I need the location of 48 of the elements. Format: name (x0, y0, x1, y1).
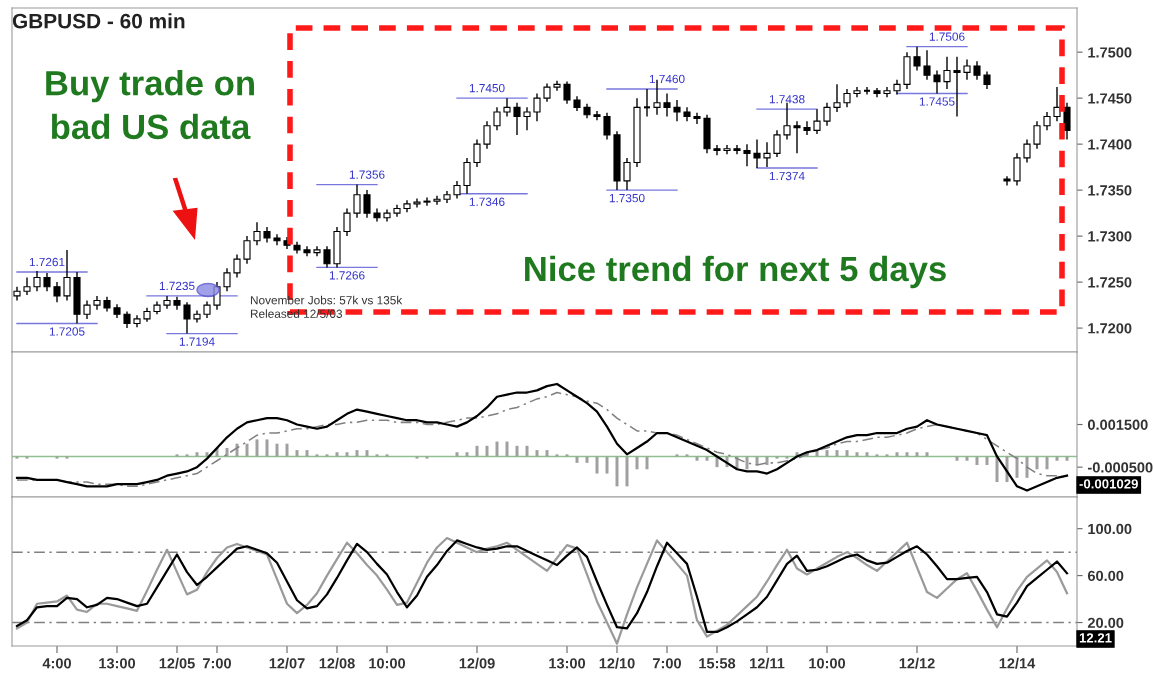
annotation: November Jobs: 57k vs 135k Released 12/5/03 (250, 295, 403, 318)
y-tick-label: 60.00 (1087, 570, 1124, 582)
y-tick-label: 1.7350 (1088, 185, 1132, 196)
x-tick-label: 12/11 (750, 657, 785, 669)
x-tick-label: 12/05 (159, 657, 195, 669)
x-tick-label: 12/14 (999, 657, 1036, 669)
y-tick-label: -0.000500 (1087, 462, 1153, 473)
data-label: 1.7455 (919, 97, 955, 106)
x-tick-label: 12/09 (459, 657, 495, 669)
x-tick-label: 13:00 (99, 658, 136, 669)
x-tick-label: 10:00 (369, 658, 406, 669)
x-tick-label: 13:00 (549, 658, 586, 669)
annotation: Buy trade on bad US data (46, 69, 254, 140)
y-tick-label: 1.7500 (1088, 47, 1132, 58)
data-label: 1.7450 (469, 83, 505, 93)
x-tick-label: 10:00 (809, 658, 846, 669)
x-tick-label: 7:00 (203, 658, 231, 669)
data-label: 1.7346 (469, 197, 505, 206)
data-label: 1.7194 (179, 337, 215, 346)
y-tick-label: 1.7250 (1088, 277, 1132, 288)
y-tick-label: 1.7300 (1088, 231, 1132, 242)
y-tick-label: 20.00 (1087, 617, 1124, 628)
x-tick-label: 15:58 (699, 658, 736, 669)
data-label: 1.7460 (649, 74, 685, 84)
text: 12.21 (1079, 633, 1112, 643)
data-label: 1.7356 (349, 170, 385, 179)
data-label: 1.7438 (769, 95, 805, 104)
x-tick-label: 12/10 (599, 657, 635, 669)
x-tick-label: 12/08 (319, 657, 355, 669)
data-label: 1.7266 (329, 271, 365, 280)
x-tick-label: 12/12 (899, 657, 935, 669)
annotation: Nice trend for next 5 days (525, 255, 946, 289)
y-tick-label: 100.00 (1088, 523, 1132, 535)
x-tick-label: 12/07 (269, 657, 305, 669)
text: -0.001029 (1079, 479, 1138, 489)
y-tick-label: 0.001500 (1087, 419, 1148, 430)
data-label: 1.7350 (609, 193, 645, 203)
x-tick-label: 7:00 (653, 658, 681, 669)
data-label: 1.7374 (769, 171, 805, 181)
y-tick-label: 1.7200 (1088, 323, 1132, 334)
y-tick-label: 1.7450 (1088, 93, 1132, 104)
y-tick-label: 1.7400 (1088, 139, 1132, 150)
chart-title: GBPUSD - 60 min (12, 13, 185, 29)
data-label: 1.7506 (929, 32, 965, 41)
x-tick-label: 4:00 (42, 658, 71, 669)
data-label: 1.7235 (159, 281, 195, 291)
data-label: 1.7261 (29, 257, 65, 267)
data-label: 1.7205 (49, 327, 85, 336)
